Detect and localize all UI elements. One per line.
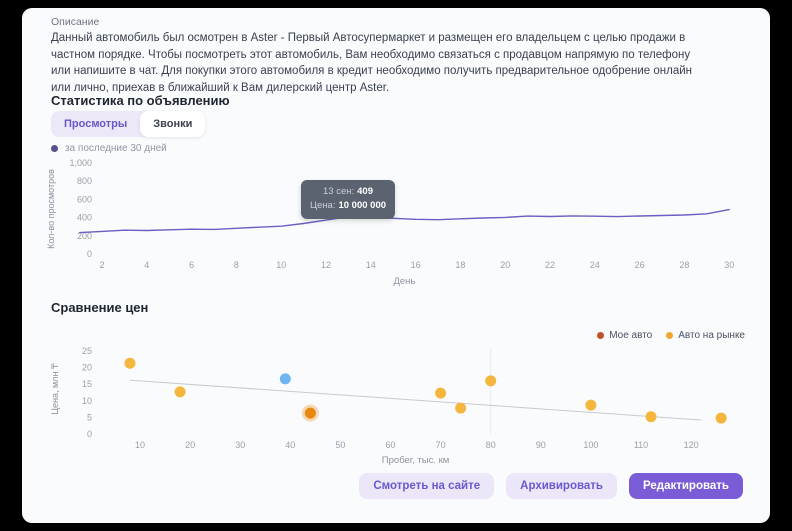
footer-actions: Смотреть на сайте Архивировать Редактиро… — [359, 473, 743, 499]
stats-tab-group: Просмотры Звонки — [51, 111, 206, 137]
svg-text:28: 28 — [679, 260, 689, 270]
tooltip-views-row: 13 сен: 409 — [323, 186, 373, 197]
archive-button[interactable]: Архивировать — [506, 473, 617, 499]
svg-text:22: 22 — [545, 260, 555, 270]
svg-text:10: 10 — [82, 396, 92, 406]
svg-text:600: 600 — [77, 194, 92, 204]
svg-text:60: 60 — [385, 440, 395, 450]
svg-text:20: 20 — [185, 440, 195, 450]
svg-text:0: 0 — [87, 429, 92, 439]
svg-text:120: 120 — [684, 440, 699, 450]
legend-item: Мое авто — [597, 330, 652, 341]
svg-text:20: 20 — [500, 260, 510, 270]
svg-text:6: 6 — [189, 260, 194, 270]
svg-text:10: 10 — [276, 260, 286, 270]
svg-text:50: 50 — [335, 440, 345, 450]
svg-text:15: 15 — [82, 379, 92, 389]
stats-section-title: Статистика по объявлению — [51, 93, 230, 108]
svg-text:24: 24 — [590, 260, 600, 270]
svg-text:110: 110 — [634, 440, 648, 450]
legend-item: Авто на рынке — [666, 330, 745, 341]
svg-text:Кол-во просмотров: Кол-во просмотров — [46, 169, 56, 249]
svg-text:26: 26 — [635, 260, 645, 270]
svg-text:2: 2 — [99, 260, 104, 270]
svg-text:10: 10 — [135, 440, 145, 450]
svg-text:Цена, млн ₸: Цена, млн ₸ — [50, 363, 60, 415]
svg-text:0: 0 — [87, 249, 92, 259]
svg-text:14: 14 — [366, 260, 376, 270]
svg-text:100: 100 — [583, 440, 598, 450]
svg-text:16: 16 — [411, 260, 421, 270]
legend-dot-icon — [666, 332, 674, 339]
edit-button[interactable]: Редактировать — [629, 473, 743, 499]
svg-text:12: 12 — [321, 260, 331, 270]
svg-text:День: День — [393, 276, 415, 287]
svg-text:90: 90 — [536, 440, 546, 450]
period-legend: за последние 30 дней — [51, 143, 167, 154]
svg-text:70: 70 — [436, 440, 446, 450]
svg-text:800: 800 — [77, 176, 92, 186]
svg-text:Пробег, тыс. км: Пробег, тыс. км — [382, 455, 450, 466]
view-on-site-button[interactable]: Смотреть на сайте — [359, 473, 495, 499]
svg-text:400: 400 — [77, 213, 92, 223]
listing-panel: Описание Данный автомобиль был осмотрен … — [22, 8, 770, 523]
svg-text:30: 30 — [235, 440, 245, 450]
svg-text:18: 18 — [455, 260, 465, 270]
period-legend-label: за последние 30 дней — [65, 143, 167, 154]
price-scatter-chart[interactable]: 0 5 10 15 20 25 Цена, млн ₸ 10 20 30 40 50 60 70 80 90 1… — [32, 334, 762, 469]
description-text: Данный автомобиль был осмотрен в Aster -… — [51, 32, 692, 95]
series-dot-icon — [51, 145, 58, 152]
legend-label: Мое авто — [609, 330, 653, 341]
legend-dot-icon — [597, 332, 605, 339]
svg-text:20: 20 — [82, 363, 92, 373]
scatter-legend: Мое авто Авто на рынке — [597, 330, 745, 341]
tooltip-price-row: Цена: 10 000 000 — [309, 200, 387, 212]
comparison-section-title: Сравнение цен — [51, 300, 149, 315]
svg-text:4: 4 — [144, 260, 149, 270]
svg-text:200: 200 — [77, 231, 92, 241]
svg-text:25: 25 — [82, 346, 92, 356]
chart-tooltip: 13 сен: 409 Цена: 10 000 000 — [300, 180, 396, 219]
legend-label: Авто на рынке — [678, 330, 745, 341]
tab-calls[interactable]: Звонки — [140, 111, 206, 137]
svg-text:40: 40 — [285, 440, 295, 450]
svg-text:1,000: 1,000 — [69, 158, 92, 168]
svg-text:30: 30 — [724, 260, 734, 270]
description-label: Описание — [51, 16, 100, 28]
svg-text:8: 8 — [234, 260, 239, 270]
svg-text:80: 80 — [486, 440, 496, 450]
svg-text:5: 5 — [87, 412, 92, 422]
tab-views[interactable]: Просмотры — [64, 118, 128, 130]
